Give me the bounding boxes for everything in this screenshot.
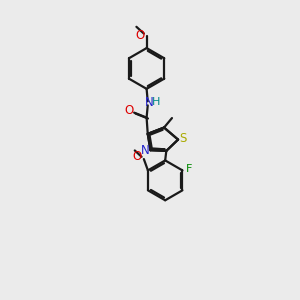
- Text: F: F: [186, 164, 192, 174]
- Text: O: O: [133, 150, 142, 163]
- Text: N: N: [145, 96, 153, 109]
- Text: N: N: [141, 144, 150, 157]
- Text: S: S: [179, 132, 187, 145]
- Text: O: O: [136, 29, 145, 42]
- Text: H: H: [152, 98, 160, 107]
- Text: O: O: [124, 104, 134, 117]
